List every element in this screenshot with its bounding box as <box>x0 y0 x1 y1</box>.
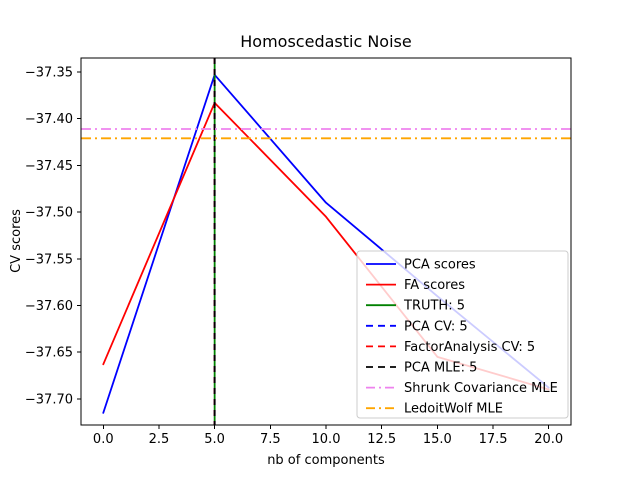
legend-label-pca-cv-5: PCA CV: 5 <box>404 319 468 334</box>
y-tick-label: −37.70 <box>25 392 73 407</box>
y-tick-label: −37.60 <box>25 299 73 314</box>
chart-title: Homoscedastic Noise <box>240 32 411 51</box>
legend-label-pca-mle-5: PCA MLE: 5 <box>404 361 477 376</box>
x-tick-label: 17.5 <box>479 432 508 447</box>
legend-label-fa-scores: FA scores <box>404 278 465 293</box>
x-tick-label: 7.5 <box>260 432 281 447</box>
y-tick-label: −37.40 <box>25 112 73 127</box>
x-tick-label: 5.0 <box>204 432 225 447</box>
x-tick-label: 12.5 <box>367 432 396 447</box>
y-tick-label: −37.50 <box>25 206 73 221</box>
x-tick-label: 0.0 <box>93 432 114 447</box>
legend-label-truth-5: TRUTH: 5 <box>403 299 465 314</box>
x-tick-label: 20.0 <box>534 432 563 447</box>
y-tick-label: −37.35 <box>25 66 73 81</box>
y-axis-label: CV scores <box>9 209 24 273</box>
legend-label-pca-scores: PCA scores <box>404 258 476 273</box>
legend-box <box>356 250 569 419</box>
x-tick-label: 2.5 <box>149 432 170 447</box>
y-tick-label: −37.45 <box>25 159 73 174</box>
legend-label-ledoitwolf-mle: LedoitWolf MLE <box>404 402 503 417</box>
y-tick-label: −37.55 <box>25 252 73 267</box>
x-tick-label: 10.0 <box>312 432 341 447</box>
legend: PCA scores FA scores TRUTH: 5 PCA CV: 5 Fact… <box>356 250 569 419</box>
y-tick-label: −37.65 <box>25 346 73 361</box>
axes-layer: 0.0 2.5 5.0 7.5 10.0 12.5 15.0 17.5 20.0 −37.35 −3… <box>25 57 572 447</box>
legend-label-shrunk-covariance-mle: Shrunk Covariance MLE <box>404 381 558 396</box>
legend-label-factoranalysis-cv-5: FactorAnalysis CV: 5 <box>404 340 535 355</box>
x-axis-label: nb of components <box>267 453 385 468</box>
x-tick-label: 15.0 <box>423 432 452 447</box>
